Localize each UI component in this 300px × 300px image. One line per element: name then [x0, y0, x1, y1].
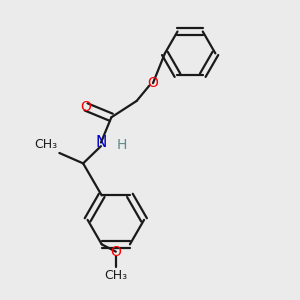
Text: O: O — [81, 100, 92, 114]
Text: CH₃: CH₃ — [104, 269, 128, 282]
Text: O: O — [110, 245, 121, 259]
Text: N: N — [95, 135, 106, 150]
Text: O: O — [148, 76, 158, 90]
Text: CH₃: CH₃ — [35, 139, 58, 152]
Text: H: H — [117, 138, 127, 152]
